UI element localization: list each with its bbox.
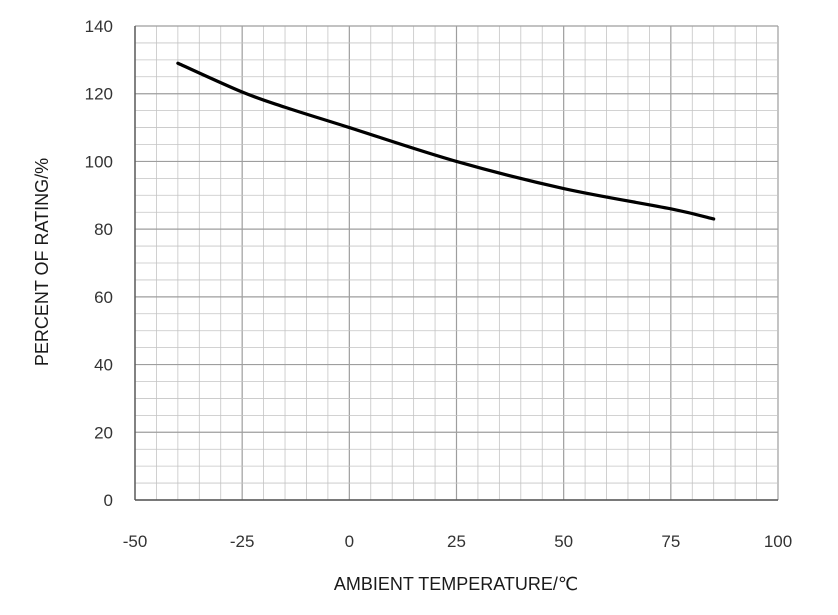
x-tick-label: -50	[123, 532, 148, 551]
y-tick-label: 20	[94, 423, 113, 442]
y-tick-label: 120	[85, 85, 113, 104]
x-tick-label: 50	[554, 532, 573, 551]
x-axis-ticks: -50 -25 0 25 50 75 100	[123, 532, 792, 551]
y-tick-label: 40	[94, 356, 113, 375]
x-tick-label: 25	[447, 532, 466, 551]
chart-grid	[134, 25, 779, 501]
y-tick-label: 140	[85, 17, 113, 36]
y-tick-label: 60	[94, 288, 113, 307]
y-tick-label: 100	[85, 152, 113, 171]
y-tick-label: 80	[94, 220, 113, 239]
x-tick-label: 100	[764, 532, 792, 551]
chart-series	[176, 61, 716, 221]
y-tick-label: 0	[104, 491, 113, 510]
x-tick-label: -25	[230, 532, 255, 551]
x-axis-title: AMBIENT TEMPERATURE/℃	[334, 574, 578, 594]
x-tick-label: 75	[661, 532, 680, 551]
y-axis-ticks: 0 20 40 60 80 100 120 140	[85, 17, 113, 510]
series-line	[176, 61, 716, 221]
y-axis-title: PERCENT OF RATING/%	[32, 158, 52, 366]
x-tick-label: 0	[345, 532, 354, 551]
